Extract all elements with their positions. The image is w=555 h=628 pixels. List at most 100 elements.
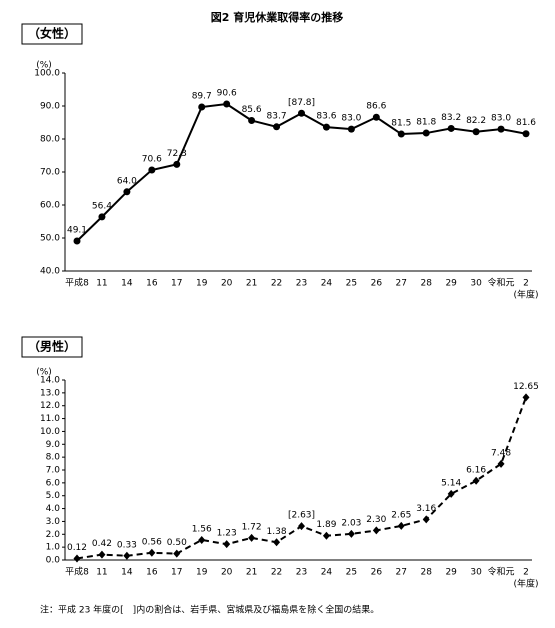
x-tick-label: 23 bbox=[296, 279, 307, 289]
x-tick-label: 21 bbox=[246, 279, 257, 289]
marker bbox=[248, 117, 256, 125]
value-label: 5.14 bbox=[441, 478, 461, 488]
marker bbox=[522, 130, 530, 138]
marker bbox=[447, 489, 455, 498]
y-tick-label: 8.0 bbox=[46, 453, 61, 463]
marker bbox=[447, 124, 455, 132]
marker bbox=[372, 526, 380, 535]
x-tick-label: 14 bbox=[121, 279, 133, 289]
marker bbox=[148, 548, 156, 557]
y-tick-label: 5.0 bbox=[46, 491, 61, 501]
value-label: 83.0 bbox=[491, 114, 511, 124]
marker bbox=[372, 113, 380, 121]
x-tick-label: 2 bbox=[523, 568, 529, 578]
x-tick-label: 17 bbox=[171, 279, 182, 289]
x-tick-label: 24 bbox=[321, 568, 333, 578]
panel-label-box bbox=[21, 23, 83, 45]
panel-label: （女性） bbox=[28, 26, 76, 41]
x-tick-label: 29 bbox=[445, 279, 457, 289]
x-tick-label: 29 bbox=[445, 568, 457, 578]
y-tick-label: 13.0 bbox=[40, 388, 60, 398]
marker bbox=[322, 531, 330, 540]
x-tick-label: 令和元 bbox=[488, 277, 515, 289]
x-tick-label: 20 bbox=[221, 568, 233, 578]
y-tick-label: 100.0 bbox=[34, 69, 60, 79]
value-label: 81.8 bbox=[416, 118, 436, 128]
x-tick-label: 令和元 bbox=[488, 566, 515, 578]
value-label: 6.16 bbox=[466, 465, 486, 475]
note: 注：平成 23 年度の[ ]内の割合は、岩手県、宮城県及び福島県を除く全国の結果… bbox=[40, 604, 379, 616]
value-label: 0.33 bbox=[117, 540, 137, 550]
x-tick-label: 23 bbox=[296, 568, 307, 578]
x-tick-label: 27 bbox=[396, 279, 407, 289]
y-tick-label: 60.0 bbox=[40, 201, 60, 211]
value-label: 83.6 bbox=[316, 112, 336, 122]
x-tick-label: 30 bbox=[470, 279, 482, 289]
marker bbox=[397, 521, 405, 530]
y-tick-label: 10.0 bbox=[40, 427, 60, 437]
value-label: 83.2 bbox=[441, 113, 461, 123]
x-tick-label: 16 bbox=[146, 279, 158, 289]
x-tick-label: 30 bbox=[470, 568, 482, 578]
y-tick-label: 9.0 bbox=[46, 440, 61, 450]
y-tick-label: 14.0 bbox=[40, 376, 60, 386]
marker bbox=[98, 213, 106, 221]
value-label: 2.65 bbox=[391, 510, 411, 520]
value-label: 83.0 bbox=[341, 114, 361, 124]
value-label: 56.4 bbox=[92, 201, 112, 211]
marker bbox=[248, 533, 256, 542]
value-label: 12.65 bbox=[513, 382, 539, 392]
value-label: 70.6 bbox=[142, 155, 162, 165]
marker bbox=[472, 476, 480, 485]
panel-label-box bbox=[21, 336, 83, 358]
value-label: 1.72 bbox=[242, 522, 262, 532]
marker bbox=[223, 540, 231, 549]
value-label: 81.6 bbox=[516, 118, 536, 128]
y-tick-label: 70.0 bbox=[40, 168, 60, 178]
marker bbox=[347, 125, 355, 133]
x-tick-label: 11 bbox=[96, 279, 107, 289]
x-tick-label: 平成8 bbox=[65, 277, 89, 289]
marker bbox=[223, 100, 231, 108]
value-label: [2.63] bbox=[288, 511, 315, 521]
value-label: 0.50 bbox=[167, 538, 187, 548]
y-tick-label: 2.0 bbox=[46, 530, 61, 540]
value-label: 89.7 bbox=[192, 91, 212, 101]
value-label: 90.6 bbox=[217, 89, 237, 99]
y-tick-label: 7.0 bbox=[46, 466, 61, 476]
marker bbox=[173, 549, 181, 558]
y-tick-label: 80.0 bbox=[40, 135, 60, 145]
y-tick-label: 1.0 bbox=[46, 543, 61, 553]
marker bbox=[73, 554, 81, 563]
y-tick-label: 6.0 bbox=[46, 478, 61, 488]
y-unit: (%) bbox=[36, 61, 52, 71]
value-label: 7.48 bbox=[491, 448, 511, 458]
x-tick-label: 17 bbox=[171, 568, 182, 578]
x-tick-label: 28 bbox=[420, 568, 432, 578]
x-tick-label: 24 bbox=[321, 279, 333, 289]
marker bbox=[298, 109, 305, 117]
marker bbox=[347, 529, 355, 538]
value-label: 2.03 bbox=[341, 518, 361, 528]
value-label: 1.23 bbox=[217, 529, 237, 539]
x-tick-label: 14 bbox=[121, 568, 133, 578]
y-tick-label: 12.0 bbox=[40, 401, 60, 411]
y-tick-label: 0.0 bbox=[46, 556, 61, 566]
marker bbox=[273, 538, 281, 547]
marker bbox=[123, 188, 131, 196]
marker bbox=[422, 515, 430, 524]
value-label: 0.42 bbox=[92, 539, 112, 549]
y-tick-label: 40.0 bbox=[40, 267, 60, 277]
marker bbox=[123, 551, 131, 560]
x-tick-label: 25 bbox=[346, 568, 357, 578]
x-tick-label: 平成8 bbox=[65, 566, 89, 578]
value-label: 1.38 bbox=[267, 527, 287, 537]
value-label: 81.5 bbox=[391, 119, 411, 129]
value-label: [87.8] bbox=[288, 98, 315, 108]
value-label: 85.6 bbox=[242, 105, 262, 115]
x-tick-label: 22 bbox=[271, 279, 282, 289]
value-label: 2.30 bbox=[366, 515, 386, 525]
data-line bbox=[76, 102, 527, 242]
marker bbox=[472, 128, 480, 136]
